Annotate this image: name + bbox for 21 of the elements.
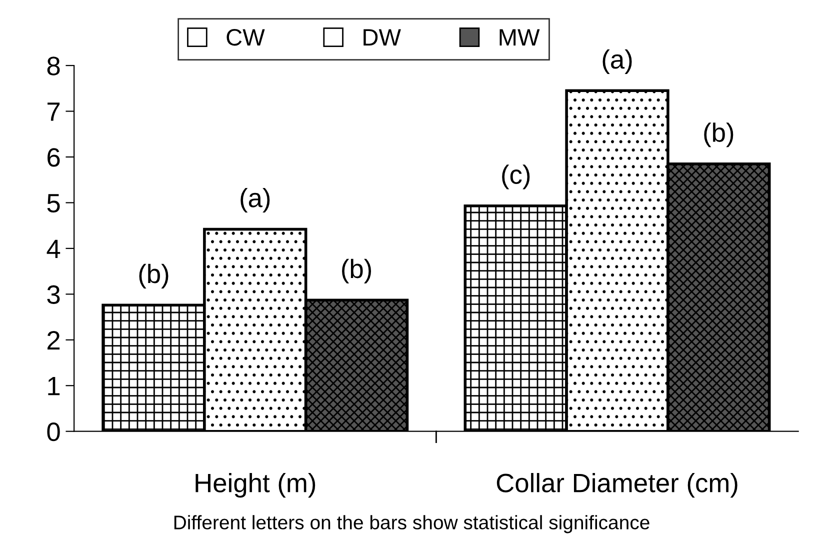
legend-label: MW bbox=[500, 29, 540, 46]
y-tick-label: 8 bbox=[47, 56, 60, 76]
legend-label: CW bbox=[226, 28, 265, 46]
y-tick-label: 6 bbox=[48, 148, 60, 167]
annotation: (c) bbox=[502, 164, 530, 190]
x-tick-label: Height (m) bbox=[196, 473, 316, 498]
annotation: (b) bbox=[139, 264, 168, 288]
legend-label: DW bbox=[364, 29, 401, 46]
y-tick-label: 4 bbox=[46, 240, 60, 258]
y-tick-label: 0 bbox=[47, 422, 60, 442]
y-tick-label: 5 bbox=[47, 194, 60, 213]
x-tick-label: Collar Diameter (cm) bbox=[496, 473, 738, 498]
y-tick-label: 2 bbox=[48, 331, 60, 350]
y-tick-label: 1 bbox=[48, 377, 60, 396]
annotation: (b) bbox=[342, 258, 372, 284]
y-tick-label: 3 bbox=[47, 285, 60, 304]
annotation: (a) bbox=[240, 188, 270, 213]
annotation: (b) bbox=[704, 122, 734, 148]
text: Different letters on the bars show statistical significance bbox=[174, 515, 650, 534]
annotation: (a) bbox=[602, 49, 632, 74]
y-tick-label: 7 bbox=[48, 102, 60, 121]
